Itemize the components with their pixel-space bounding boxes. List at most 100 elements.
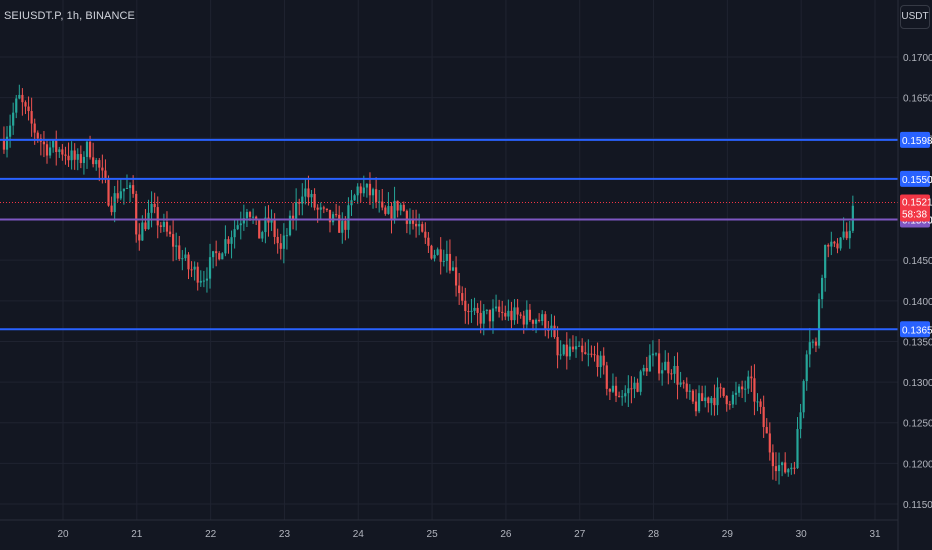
level-label-bg bbox=[900, 131, 930, 148]
time-axis[interactable]: 20 21 22 23 24 25 26 27 28 29 30 31 bbox=[0, 519, 898, 540]
candle-body bbox=[784, 462, 787, 473]
candle-body bbox=[528, 309, 531, 321]
candle-body bbox=[845, 231, 848, 239]
candle-body bbox=[21, 94, 24, 103]
candle-body bbox=[313, 193, 316, 208]
candle-body bbox=[811, 341, 814, 343]
candle-body bbox=[501, 311, 504, 313]
x-tick-label: 20 bbox=[57, 529, 69, 540]
y-tick-label: 0.1450 bbox=[903, 256, 932, 267]
candle-body bbox=[341, 220, 344, 233]
candle-body bbox=[156, 207, 159, 226]
y-tick-label: 0.1200 bbox=[903, 459, 932, 470]
candle-body bbox=[664, 361, 667, 371]
candle-body bbox=[559, 354, 562, 356]
candle-body bbox=[790, 467, 793, 470]
candle-body bbox=[491, 308, 495, 322]
candle-body bbox=[630, 388, 633, 390]
candle-body bbox=[162, 221, 165, 227]
candle-body bbox=[716, 387, 719, 406]
candle-body bbox=[627, 388, 630, 394]
candle-body bbox=[116, 193, 119, 199]
candle-body bbox=[571, 346, 575, 350]
candle-body bbox=[436, 249, 439, 255]
candle-body bbox=[36, 132, 39, 139]
candle-body bbox=[642, 368, 645, 372]
candle-body bbox=[199, 280, 202, 283]
currency-button[interactable]: USDT bbox=[900, 5, 930, 29]
candle-body bbox=[750, 376, 753, 379]
candle-body bbox=[175, 245, 178, 247]
candle-body bbox=[282, 235, 285, 249]
x-tick-label: 23 bbox=[279, 529, 291, 540]
candle-body bbox=[531, 320, 535, 324]
candle-body bbox=[827, 244, 830, 247]
symbol-title: SEIUSDT.P, 1h, BINANCE bbox=[4, 10, 135, 22]
candle-body bbox=[550, 325, 553, 331]
candle-body bbox=[439, 249, 442, 262]
candle-body bbox=[8, 125, 12, 137]
candle-body bbox=[285, 235, 289, 237]
candle-body bbox=[288, 215, 292, 236]
candle-body bbox=[387, 206, 390, 214]
candle-body bbox=[461, 293, 464, 301]
candle-body bbox=[805, 354, 808, 382]
candle-body bbox=[92, 157, 95, 165]
candle-body bbox=[562, 344, 565, 355]
candle-body bbox=[242, 218, 245, 224]
x-tick-label: 29 bbox=[722, 529, 734, 540]
candle-body bbox=[581, 345, 584, 353]
candle-body bbox=[476, 307, 479, 313]
candle-body bbox=[335, 214, 338, 216]
candle-body bbox=[61, 149, 64, 155]
candle-body bbox=[325, 208, 328, 210]
candle-body bbox=[504, 312, 507, 317]
x-tick-label: 26 bbox=[500, 529, 512, 540]
candle-body bbox=[697, 393, 701, 412]
candle-body bbox=[578, 345, 581, 347]
candle-body bbox=[719, 387, 722, 389]
candle-body bbox=[353, 195, 356, 201]
level-label: 0.1365 bbox=[902, 325, 932, 336]
candle-body bbox=[251, 216, 255, 218]
candle-body bbox=[707, 397, 710, 404]
candle-body bbox=[178, 245, 181, 259]
candle-body bbox=[851, 205, 854, 231]
candle-body bbox=[833, 241, 836, 244]
candle-body bbox=[298, 202, 301, 204]
candle-body bbox=[771, 452, 774, 467]
candle-body bbox=[187, 254, 190, 270]
candle-body bbox=[76, 154, 79, 160]
candle-body bbox=[802, 381, 805, 413]
y-tick-label: 0.1350 bbox=[903, 337, 932, 348]
x-tick-label: 24 bbox=[353, 529, 365, 540]
candle-body bbox=[230, 237, 233, 244]
candle-body bbox=[98, 160, 101, 168]
candle-body bbox=[122, 188, 125, 192]
candle-body bbox=[513, 307, 516, 321]
last-price-label-bg bbox=[900, 194, 930, 222]
candle-body bbox=[661, 370, 664, 374]
candle-body bbox=[624, 393, 627, 397]
candle-body bbox=[442, 260, 445, 262]
candle-body bbox=[95, 160, 98, 165]
candle-body bbox=[467, 311, 470, 313]
candle-body bbox=[568, 346, 571, 357]
candle-body bbox=[236, 225, 239, 230]
candle-body bbox=[464, 300, 467, 312]
candle-body bbox=[85, 141, 89, 157]
candle-body bbox=[574, 346, 578, 350]
y-tick-label: 0.1150 bbox=[903, 500, 932, 511]
price-axis[interactable]: 0.17000.16500.16000.15500.15000.14500.14… bbox=[897, 0, 932, 550]
candle-body bbox=[276, 236, 279, 244]
candle-body bbox=[814, 341, 818, 346]
candle-body bbox=[547, 329, 550, 331]
candle-body bbox=[787, 469, 790, 473]
candle-body bbox=[817, 299, 821, 346]
candle-body bbox=[691, 390, 695, 402]
candle-body bbox=[408, 220, 412, 224]
candle-body bbox=[731, 394, 734, 405]
candle-body bbox=[454, 267, 458, 286]
candle-body bbox=[393, 200, 396, 220]
